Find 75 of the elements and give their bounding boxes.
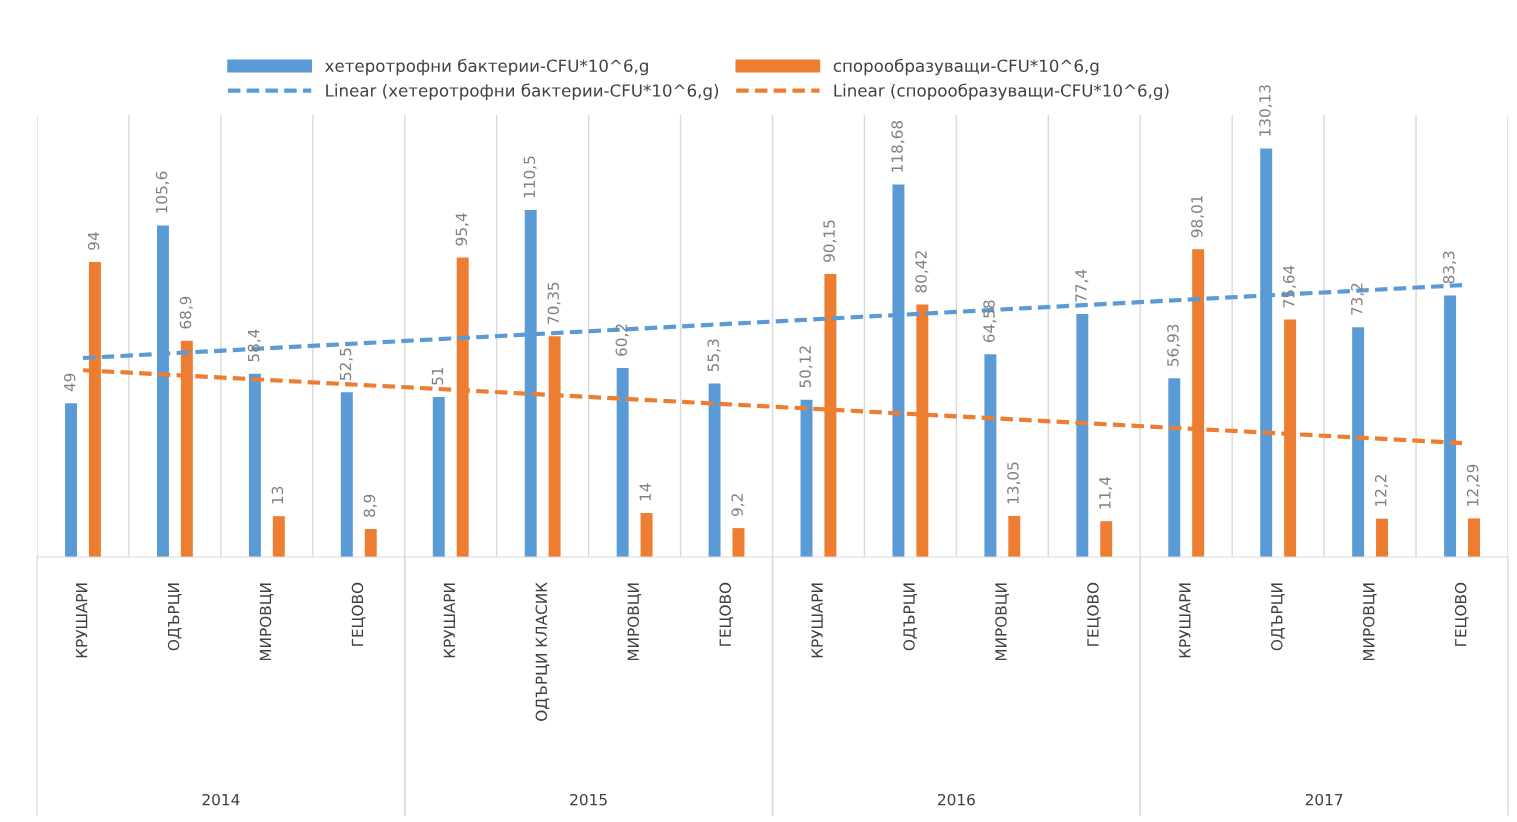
data-label: 68,9 xyxy=(179,296,193,329)
x-tick-label: ГЕЦОВО xyxy=(351,582,366,646)
legend-label: Linear (спорообразуващи-CFU*10^6,g) xyxy=(834,83,1169,100)
data-label: 77,4 xyxy=(1075,269,1089,302)
data-label: 9,2 xyxy=(731,494,745,517)
x-tick-label: ОДЪРЦИ КЛАСИК xyxy=(535,582,550,721)
data-label: 118,68 xyxy=(891,120,905,172)
data-label: 55,3 xyxy=(707,339,721,372)
bar xyxy=(708,383,721,557)
data-label: 98,01 xyxy=(1191,195,1205,238)
data-label: 83,3 xyxy=(1442,251,1457,284)
data-label: 105,6 xyxy=(155,171,169,213)
data-label: 58,4 xyxy=(247,329,261,362)
bar xyxy=(616,368,629,557)
bar xyxy=(272,516,285,557)
data-label: 49 xyxy=(63,373,76,392)
data-label: 73,2 xyxy=(1351,283,1365,315)
x-tick-label: ОДЪРЦИ xyxy=(1271,583,1285,651)
data-label: 70,35 xyxy=(547,282,561,324)
bar xyxy=(1444,295,1457,557)
text: 2014 xyxy=(202,793,240,806)
data-label: 11,4 xyxy=(1099,476,1113,509)
text: 2017 xyxy=(1305,793,1343,806)
data-label: 130,13 xyxy=(1259,85,1273,136)
text: 2015 xyxy=(570,793,607,806)
x-tick-label: ОДЪРЦИ xyxy=(903,583,918,651)
text: 2016 xyxy=(938,793,975,806)
bar xyxy=(1100,521,1113,557)
x-tick-label: КРУШАРИ xyxy=(76,583,88,658)
bar xyxy=(800,399,813,557)
bar xyxy=(432,396,445,557)
data-label: 12,29 xyxy=(1466,464,1480,506)
x-tick-label: МИРОВЦИ xyxy=(627,583,642,661)
legend-label: Linear (хетеротрофни бактерии-CFU*10^6,g) xyxy=(326,83,719,100)
x-tick-label: КРУШАРИ xyxy=(443,583,455,658)
data-label: 14 xyxy=(639,483,651,501)
bar xyxy=(65,403,77,557)
data-label: 13 xyxy=(271,486,284,504)
bar xyxy=(340,392,353,557)
x-tick-label: ОДЪРЦИ xyxy=(167,583,182,651)
x-tick-label: КРУШАРИ xyxy=(1179,583,1191,658)
x-tick-label: ГЕЦОВО xyxy=(1087,582,1101,646)
data-label: 64,58 xyxy=(983,300,997,343)
legend-label: спорообразуващи-CFU*10^6,g xyxy=(833,58,1099,76)
data-label: 80,42 xyxy=(915,251,929,293)
x-tick-label: КРУШАРИ xyxy=(811,583,823,658)
bar xyxy=(1008,516,1021,557)
bar xyxy=(364,529,377,557)
data-label: 75,64 xyxy=(1282,265,1297,308)
x-tick-label: МИРОВЦИ xyxy=(995,583,1009,661)
bar xyxy=(1376,518,1389,557)
data-label: 51 xyxy=(431,367,444,385)
data-label: 90,15 xyxy=(823,220,837,262)
data-label: 8,9 xyxy=(363,494,377,517)
bar xyxy=(1168,378,1181,557)
bar xyxy=(248,373,261,557)
bar xyxy=(984,354,997,557)
data-label: 94 xyxy=(87,232,100,250)
x-tick-label: ГЕЦОВО xyxy=(1454,582,1469,646)
data-label: 52,5 xyxy=(339,348,353,380)
data-label: 12,2 xyxy=(1374,475,1389,506)
data-label: 50,12 xyxy=(799,346,813,388)
bar xyxy=(640,513,653,557)
data-label: 56,93 xyxy=(1167,324,1181,366)
data-label: 95,4 xyxy=(455,213,469,246)
legend-label: хетеротрофни бактерии-CFU*10^6,g xyxy=(325,58,648,76)
data-label: 13,05 xyxy=(1007,462,1021,504)
x-tick-label: ГЕЦОВО xyxy=(719,582,734,646)
data-label: 110,5 xyxy=(523,156,537,198)
bar xyxy=(1076,314,1089,557)
bar xyxy=(1352,327,1365,557)
x-tick-label: МИРОВЦИ xyxy=(259,583,274,661)
x-tick-label: МИРОВЦИ xyxy=(1362,583,1377,661)
bar xyxy=(1468,518,1480,557)
data-label: 60,2 xyxy=(615,324,629,356)
